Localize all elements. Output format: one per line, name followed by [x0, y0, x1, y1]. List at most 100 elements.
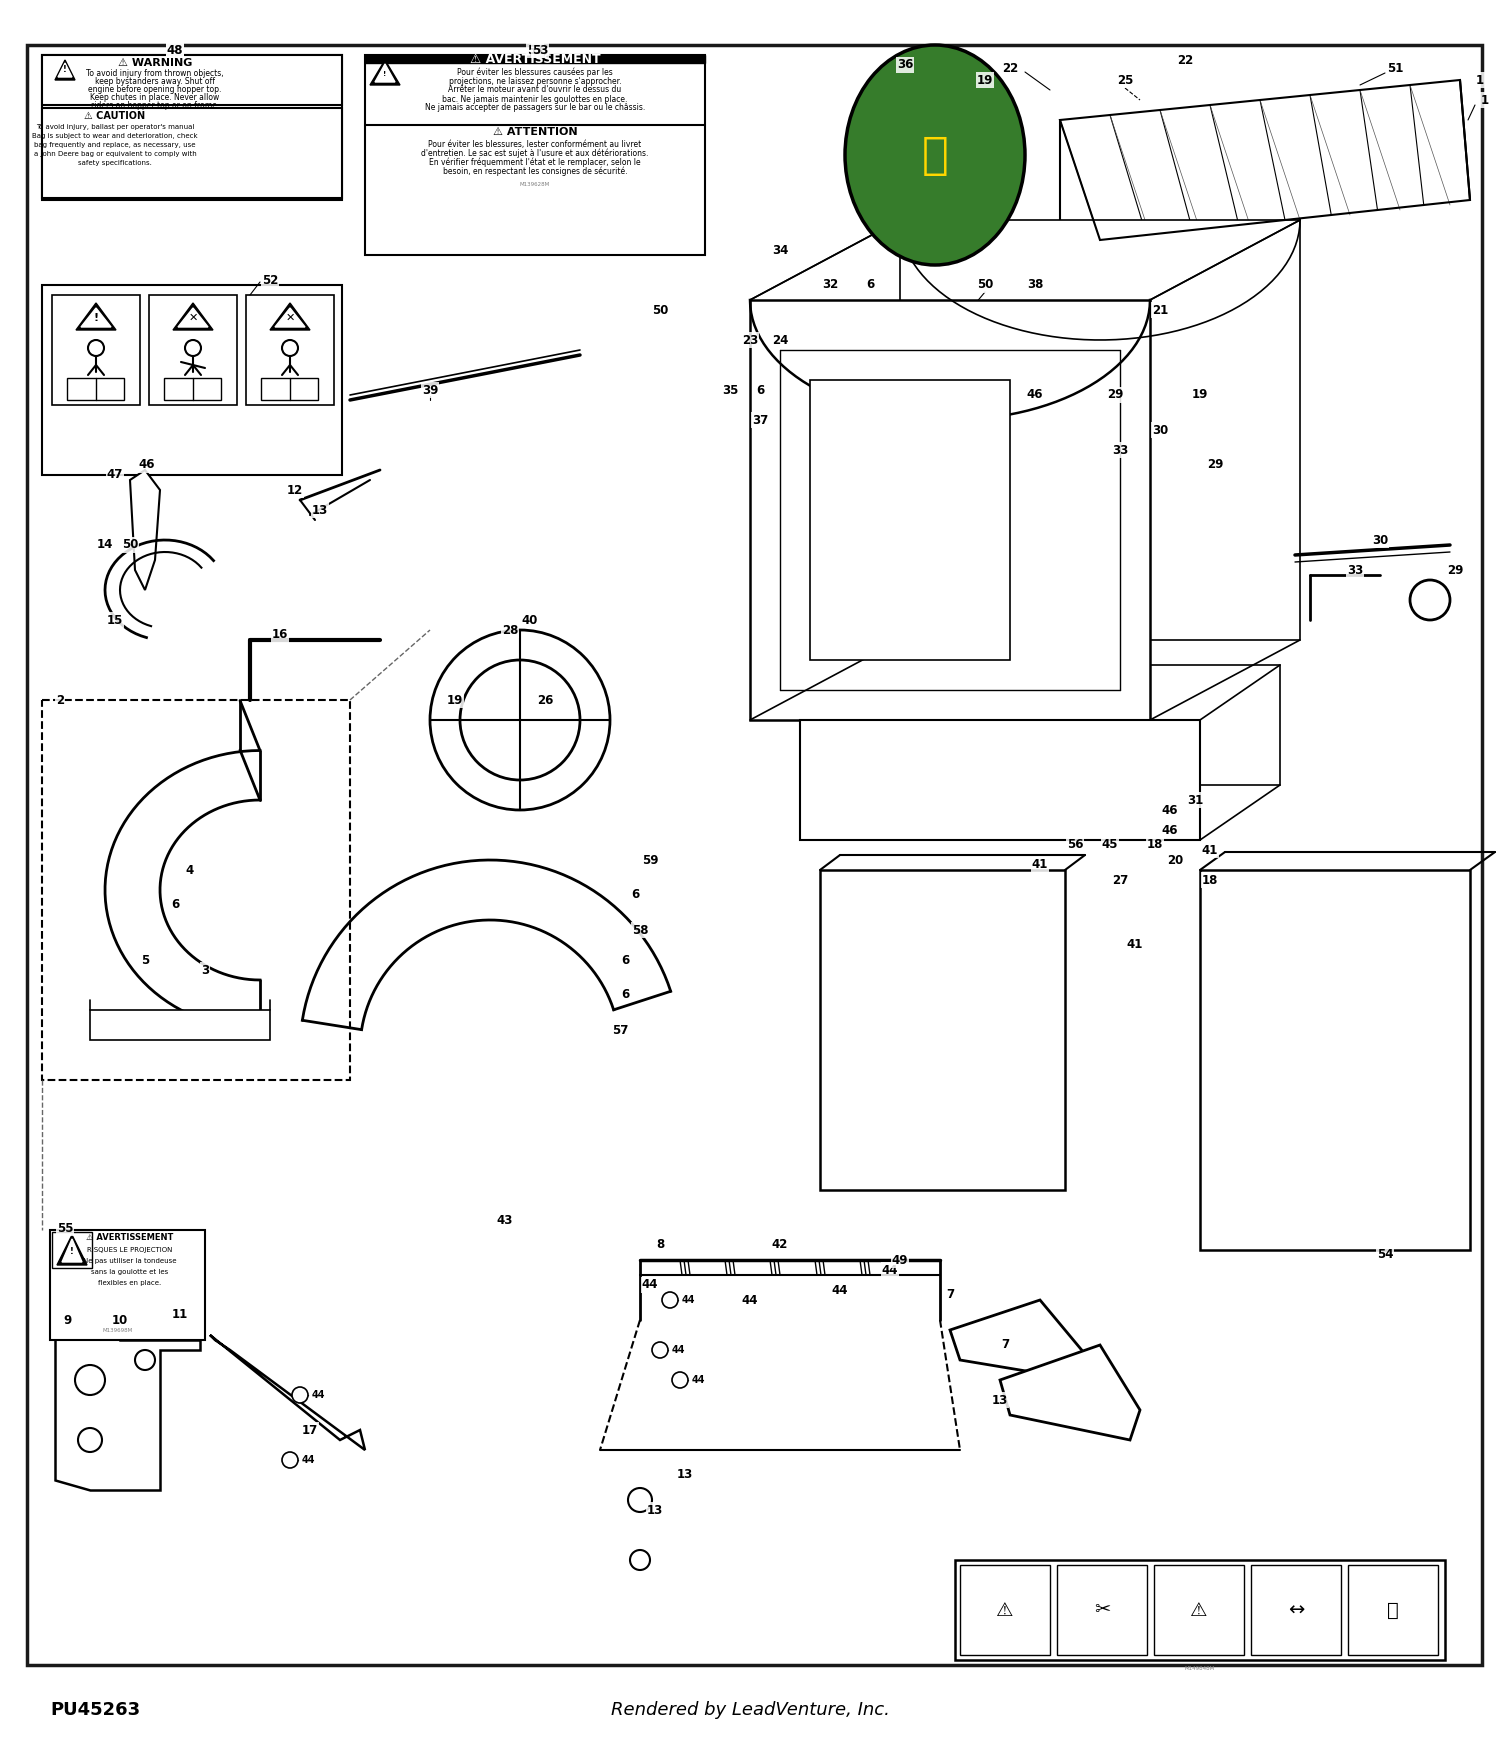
Text: 23: 23 [742, 334, 758, 346]
Text: 44: 44 [882, 1264, 898, 1276]
Text: a John Deere bag or equivalent to comply with: a John Deere bag or equivalent to comply… [33, 150, 197, 158]
Text: ⚠ CAUTION: ⚠ CAUTION [84, 110, 146, 121]
Bar [42, 54, 342, 200]
Text: 6: 6 [632, 889, 639, 901]
Text: 19: 19 [447, 693, 464, 707]
Bar [42, 285, 342, 474]
Text: 24: 24 [772, 334, 788, 346]
Text: Ne jamais accepter de passagers sur le bar ou le châssis.: Ne jamais accepter de passagers sur le b… [424, 103, 645, 112]
Text: 48: 48 [166, 44, 183, 56]
Text: Bag is subject to wear and deterioration, check: Bag is subject to wear and deterioration… [32, 133, 198, 138]
Text: 37: 37 [752, 413, 768, 427]
Text: 26: 26 [537, 693, 554, 707]
Text: 15: 15 [106, 614, 123, 626]
Text: 27: 27 [1112, 873, 1128, 887]
Polygon shape [1000, 1346, 1140, 1440]
Text: 44: 44 [302, 1454, 315, 1465]
Text: 41: 41 [1202, 844, 1218, 856]
Circle shape [630, 1550, 650, 1570]
Bar [956, 1559, 1444, 1661]
Text: 59: 59 [642, 854, 658, 866]
Text: ⚠: ⚠ [996, 1601, 1014, 1619]
Text: 46: 46 [1161, 803, 1179, 817]
Text: 55: 55 [57, 1222, 74, 1234]
Polygon shape [81, 308, 111, 327]
Text: 13: 13 [312, 504, 328, 516]
Text: 36: 36 [897, 58, 914, 72]
Polygon shape [56, 60, 75, 80]
Text: 44: 44 [692, 1376, 705, 1384]
Text: sans la goulotte et les: sans la goulotte et les [92, 1269, 168, 1276]
Text: ✕: ✕ [285, 313, 294, 324]
Text: 33: 33 [1112, 443, 1128, 457]
Ellipse shape [844, 46, 1024, 264]
Text: 📖: 📖 [1388, 1601, 1400, 1619]
Text: 8: 8 [656, 1239, 664, 1251]
Text: RISQUES LE PROJECTION: RISQUES LE PROJECTION [87, 1248, 172, 1253]
Polygon shape [76, 303, 116, 331]
Text: 7: 7 [946, 1288, 954, 1302]
Text: 29: 29 [1107, 388, 1124, 401]
Text: 28: 28 [503, 623, 518, 637]
Text: keep bystanders away. Shut off: keep bystanders away. Shut off [94, 77, 214, 86]
Text: Rendered by LeadVenture, Inc.: Rendered by LeadVenture, Inc. [610, 1701, 890, 1718]
Bar [750, 299, 1150, 719]
Bar [53, 1232, 92, 1269]
Bar [900, 220, 1300, 640]
Text: !: ! [93, 313, 99, 324]
Text: Keep chutes in place. Never allow: Keep chutes in place. Never allow [90, 93, 219, 102]
Bar [1348, 1564, 1438, 1656]
Text: ⚠: ⚠ [1191, 1601, 1208, 1619]
Bar [364, 54, 705, 63]
Text: riders on hopper top or on frame.: riders on hopper top or on frame. [92, 100, 219, 110]
Text: Pour éviter les blessures causées par les: Pour éviter les blessures causées par le… [458, 66, 614, 77]
Circle shape [460, 660, 580, 780]
Text: 6: 6 [621, 989, 628, 1001]
Text: 6: 6 [171, 898, 178, 912]
Text: 44: 44 [672, 1346, 684, 1354]
Text: 50: 50 [976, 278, 993, 292]
Bar [364, 54, 705, 255]
Text: 6: 6 [756, 383, 764, 397]
Bar [800, 719, 1200, 840]
Text: 46: 46 [1026, 388, 1044, 401]
Text: ⚠ WARNING: ⚠ WARNING [118, 58, 192, 68]
Text: 52: 52 [262, 273, 278, 287]
Text: 29: 29 [1208, 458, 1222, 471]
Text: 13: 13 [992, 1393, 1008, 1407]
Text: 44: 44 [642, 1279, 658, 1292]
Text: 17: 17 [302, 1423, 318, 1437]
Bar [42, 54, 342, 105]
Text: 19: 19 [976, 74, 993, 86]
Text: 38: 38 [1028, 278, 1042, 292]
Text: 9: 9 [64, 1314, 72, 1326]
Polygon shape [58, 63, 72, 77]
Text: 47: 47 [106, 469, 123, 481]
Text: 2: 2 [56, 693, 64, 707]
Text: 11: 11 [172, 1309, 188, 1321]
Text: ✂: ✂ [1094, 1601, 1110, 1619]
Text: 44: 44 [741, 1293, 758, 1307]
Bar [68, 378, 124, 401]
Bar [164, 378, 220, 401]
Text: 53: 53 [526, 44, 543, 56]
Text: 45: 45 [1101, 838, 1118, 852]
Text: 18: 18 [1148, 838, 1162, 852]
Text: 35: 35 [722, 383, 738, 397]
Text: 41: 41 [1032, 859, 1048, 872]
Text: 21: 21 [1152, 303, 1168, 317]
Text: 6: 6 [865, 278, 874, 292]
Text: 13: 13 [646, 1503, 663, 1517]
Bar [1154, 1564, 1244, 1656]
Text: 54: 54 [1377, 1248, 1394, 1262]
Polygon shape [274, 308, 304, 327]
Text: 31: 31 [1186, 793, 1203, 807]
Bar [430, 620, 710, 1130]
Text: 44: 44 [681, 1295, 694, 1306]
Text: !: ! [384, 72, 387, 77]
Text: En vérifier fréquemment l'état et le remplacer, selon le: En vérifier fréquemment l'état et le rem… [429, 158, 640, 166]
Text: 🦌: 🦌 [921, 133, 948, 177]
Text: Pour éviter les blessures, lester conformément au livret: Pour éviter les blessures, lester confor… [429, 140, 642, 149]
Text: 1: 1 [1480, 93, 1490, 107]
Text: M139628M: M139628M [520, 182, 550, 187]
